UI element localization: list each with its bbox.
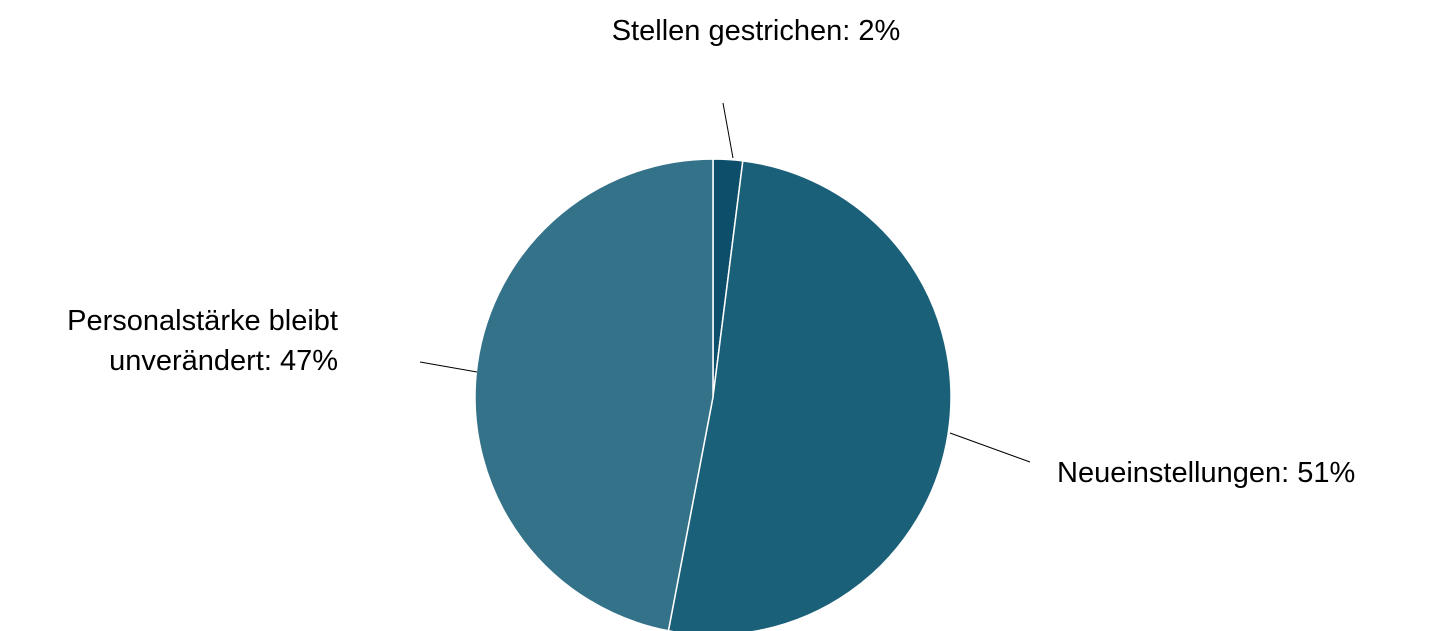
slice-label: Neueinstellungen: 51% <box>1057 457 1355 489</box>
label-line: Personalstärke bleibt <box>67 305 338 337</box>
label-line: Stellen gestrichen: 2% <box>612 15 901 47</box>
label-line: Neueinstellungen: 51% <box>1057 457 1355 489</box>
slice-label: Personalstärke bleibt unverändert: 47% <box>67 305 338 377</box>
leader-line <box>949 432 1031 463</box>
leader-line <box>419 361 478 373</box>
pie-slice <box>667 160 952 631</box>
slice-label: Stellen gestrichen: 2% <box>612 15 901 47</box>
pie-slice <box>474 158 714 631</box>
leader-line <box>722 102 734 159</box>
label-line: unverändert: 47% <box>109 345 338 377</box>
